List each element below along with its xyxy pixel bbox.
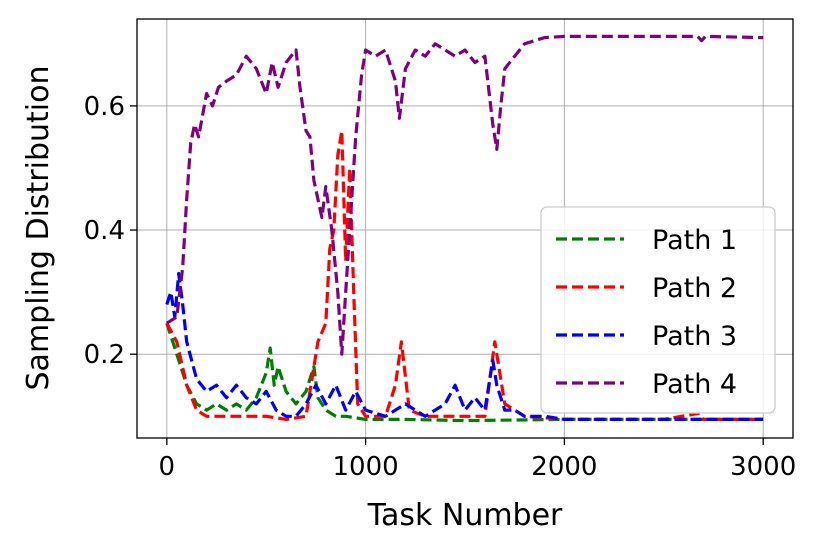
y-tick-label: 0.6 — [84, 92, 125, 122]
plot-frame — [136, 18, 794, 439]
legend-label: Path 4 — [652, 369, 737, 400]
x-axis-label: Task Number — [367, 498, 563, 533]
legend-box — [540, 206, 776, 414]
series-line-path-4 — [165, 34, 764, 356]
series-line-path-1 — [165, 322, 764, 423]
y-axis-label: Sampling Distribution — [21, 66, 56, 391]
ticks: 0 1000 2000 3000 0.2 0.4 0.6 — [84, 92, 797, 482]
series-line-path-3 — [165, 271, 764, 421]
legend-label: Path 3 — [652, 321, 737, 352]
x-tick-label: 2000 — [531, 452, 597, 482]
legend-label: Path 2 — [652, 273, 737, 304]
x-tick-label: 3000 — [730, 452, 796, 482]
y-tick-label: 0.2 — [84, 340, 125, 370]
series-line-path-2 — [165, 129, 764, 421]
legend-label: Path 1 — [652, 225, 737, 256]
x-tick-label: 0 — [159, 452, 176, 482]
y-tick-label: 0.4 — [84, 216, 125, 246]
legend: Path 1 Path 2 Path 3 Path 4 — [540, 206, 776, 414]
x-tick-label: 1000 — [333, 452, 399, 482]
series-group — [165, 34, 764, 423]
